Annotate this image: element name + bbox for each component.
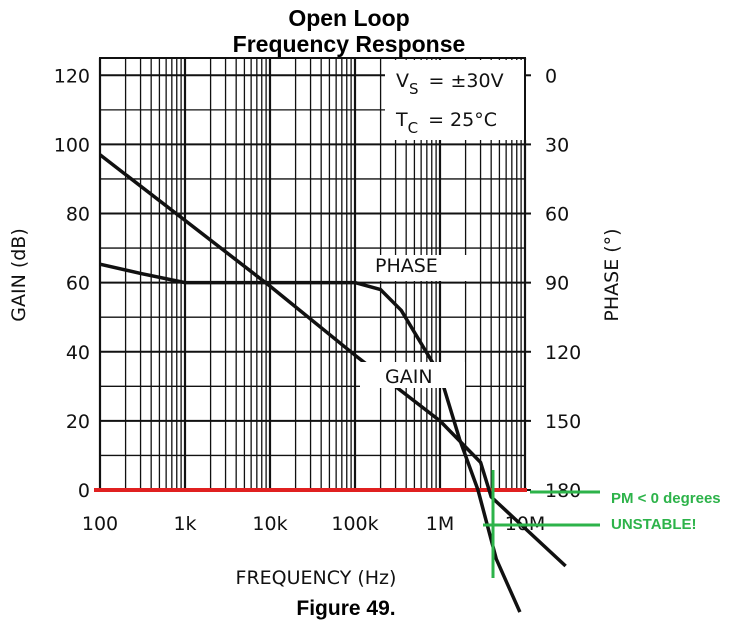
series-label: PHASE [375,255,438,277]
y2-tick-label: 150 [545,411,581,433]
y2-tick-label: 60 [545,204,569,226]
x-tick-label: 1k [173,513,196,535]
y-tick-label: 20 [66,411,90,433]
x-tick-label: 10k [252,513,287,535]
condition-text: = ±30V [429,70,504,92]
subscript: C [408,119,418,137]
caption: Figure 49. [296,597,395,620]
condition: TC = 25°C [395,109,497,137]
condition-text: = 25°C [428,109,497,131]
y-tick-label: 100 [54,134,90,156]
y-tick-label: 80 [66,204,90,226]
series-label: GAIN [385,366,433,388]
y2-tick-label: 30 [545,134,569,156]
label-bg [365,255,470,281]
subscript: S [409,80,419,98]
annotation: PM < 0 degrees [611,490,721,507]
conditions-box [385,60,527,140]
y-tick-label: 0 [78,480,90,502]
y2-tick-label: 0 [545,65,557,87]
x-tick-label: 1M [426,513,454,535]
y2-axis-label: PHASE (°) [601,228,623,321]
y2-tick-label: 90 [545,273,569,295]
symbol: T [395,109,408,131]
chart-title: Open Loop [288,5,409,31]
x-axis-label: FREQUENCY (Hz) [236,567,397,589]
x-tick-label: 100k [331,513,378,535]
x-tick-label: 100 [82,513,118,535]
condition: VS = ±30V [396,70,504,98]
y-tick-label: 120 [54,65,90,87]
series-line [98,153,567,568]
y-axis-label: GAIN (dB) [8,228,30,322]
y-tick-label: 60 [66,273,90,295]
chart-title: Frequency Response [233,31,466,57]
series-line [99,262,522,613]
y-tick-label: 40 [66,342,90,364]
label-bg [360,362,465,388]
annotation: UNSTABLE! [611,516,697,533]
y2-tick-label: 120 [545,342,581,364]
symbol: V [396,70,409,92]
